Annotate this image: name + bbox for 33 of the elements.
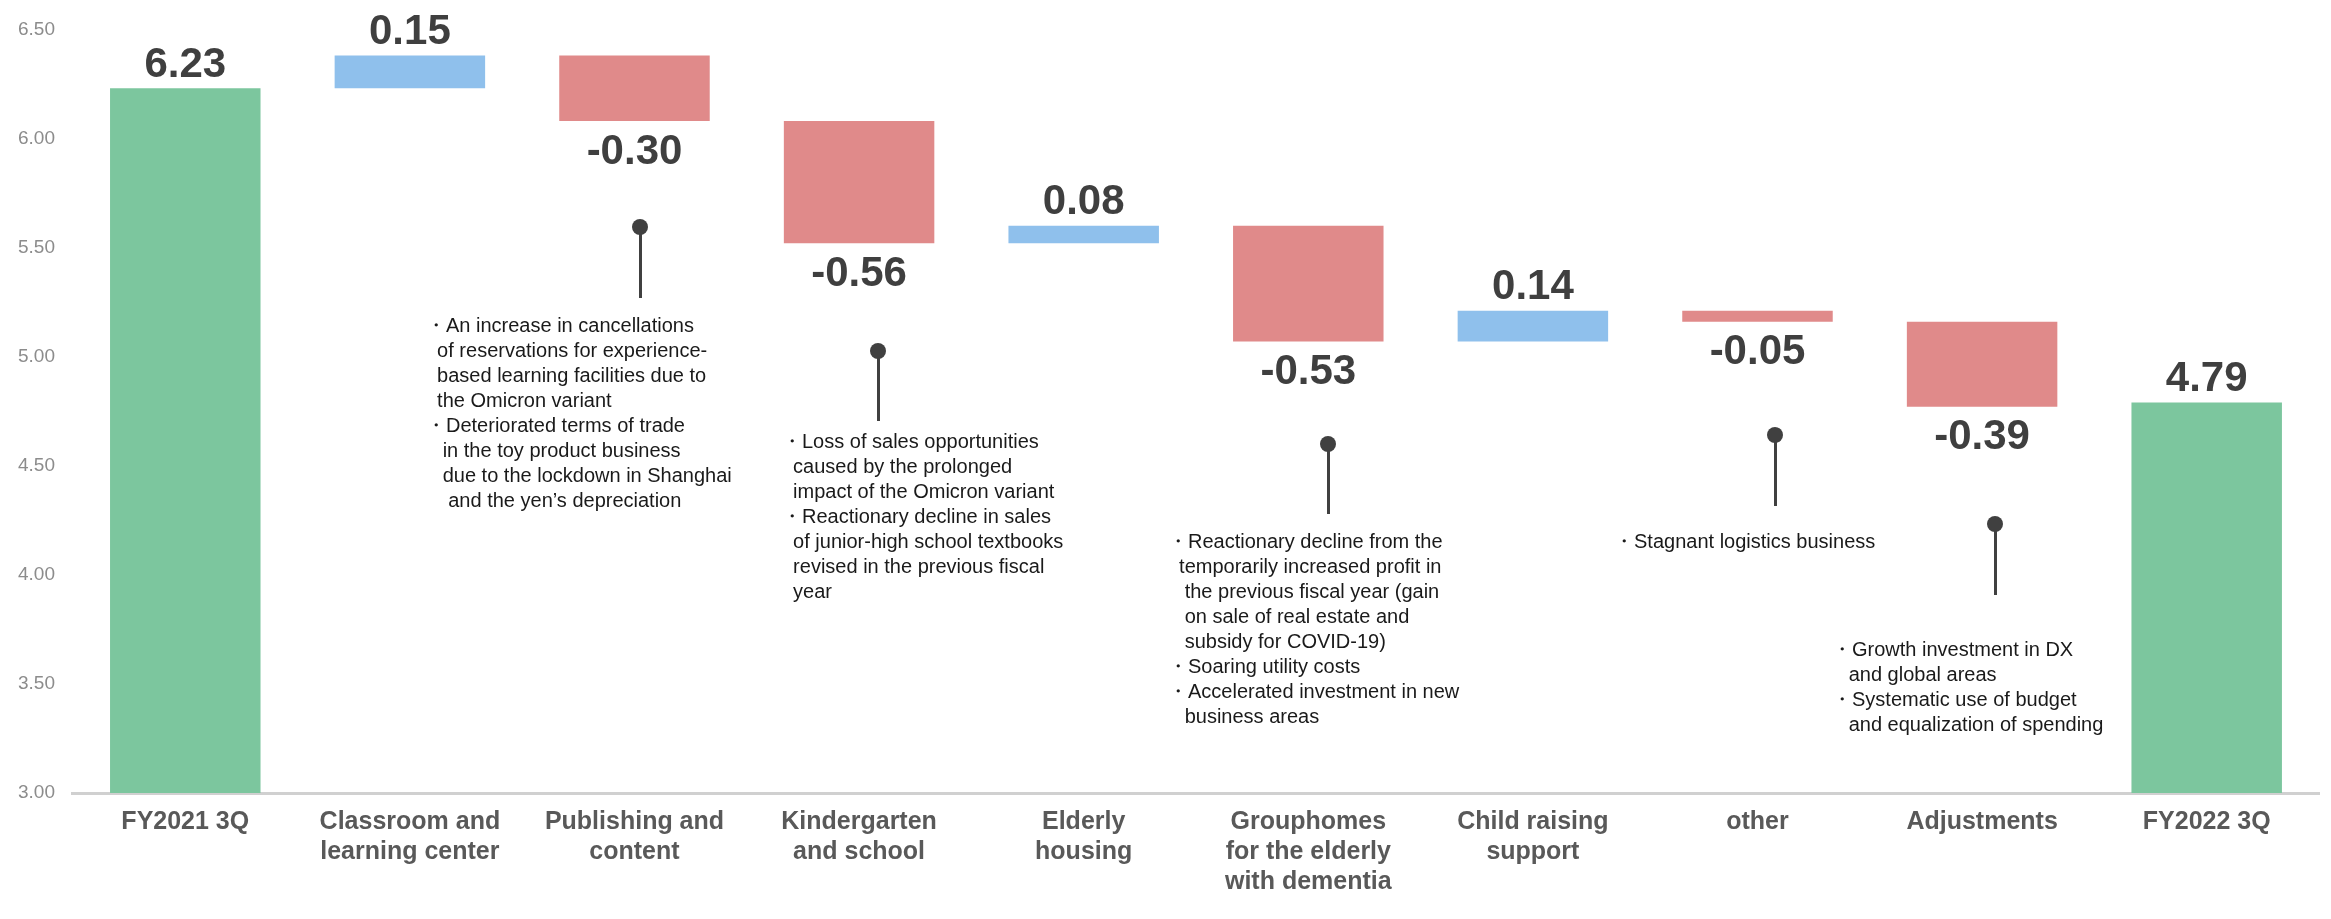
- y-tick-label: 4.50: [18, 453, 55, 475]
- x-tick-label: Elderly housing: [1035, 805, 1133, 864]
- data-label: 6.23: [144, 38, 227, 86]
- x-tick-label: FY2021 3Q: [121, 805, 250, 834]
- data-label: -0.30: [586, 125, 683, 173]
- annotation: ・Stagnant logistics business: [1614, 529, 1876, 554]
- data-label: -0.39: [1934, 411, 2030, 459]
- y-tick-label: 3.00: [18, 781, 55, 803]
- y-tick-label: 3.50: [18, 672, 55, 694]
- y-tick-label: 4.00: [18, 563, 55, 585]
- x-tick-label: other: [1726, 805, 1790, 834]
- annotation: ・Growth investment in DX and global areas ・Systematic use of budget and equalization of spending: [1832, 637, 2104, 737]
- x-tick-label: Child raising support: [1457, 805, 1609, 864]
- x-tick-label: Adjustments: [1906, 805, 2058, 834]
- annotation: ・Reactionary decline from the temporarily increased profit in the previous fiscal year (gain on sale of real estate and subsidy for COVID-19) ・Soaring utility costs ・Accelerated investment in new business areas: [1168, 529, 1460, 729]
- y-tick-label: 6.00: [18, 126, 55, 148]
- data-label: 0.15: [369, 6, 451, 54]
- data-label: 4.79: [2165, 353, 2248, 401]
- x-tick-label: Publishing and content: [544, 805, 725, 864]
- annotation: ・Loss of sales opportunities caused by the prolonged impact of the Omicron variant ・Reactionary decline in sales of junior-high school textbooks revised in the previous fiscal year: [782, 429, 1064, 604]
- x-tick-label: FY2022 3Q: [2142, 805, 2271, 834]
- data-label: -0.05: [1709, 326, 1806, 374]
- annotation: ・An increase in cancellations of reservations for experience- based learning facilities due to the Omicron variant ・Deteriorated terms of trade in the toy product business due to the lockdown in Shanghai and the yen’s depreciation: [426, 313, 732, 513]
- y-tick-label: 6.50: [18, 17, 55, 39]
- x-tick-label: Classroom and learning center: [319, 805, 501, 864]
- x-tick-label: Kindergarten and school: [781, 805, 937, 864]
- y-tick-label: 5.00: [18, 344, 55, 366]
- data-label: 0.14: [1492, 261, 1575, 309]
- data-label: -0.53: [1260, 345, 1357, 393]
- y-tick-label: 5.50: [18, 235, 55, 257]
- x-tick-label: Grouphomes for the elderly with dementia: [1223, 805, 1393, 894]
- data-label: -0.56: [811, 247, 907, 295]
- data-label: 0.08: [1042, 176, 1125, 224]
